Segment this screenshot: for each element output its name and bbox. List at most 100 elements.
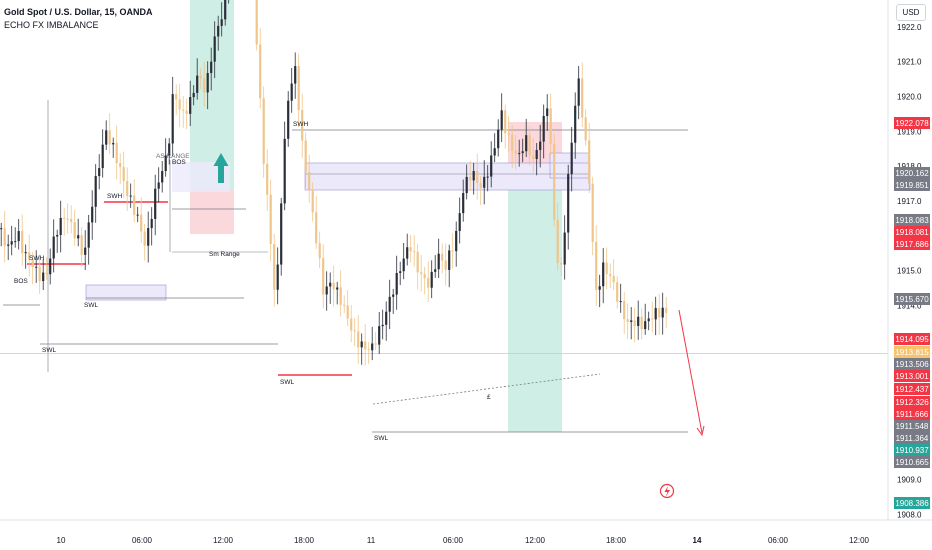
candle-body bbox=[283, 138, 286, 204]
candle-body bbox=[192, 92, 195, 98]
candle-body bbox=[0, 228, 3, 230]
bos-label: BOS bbox=[14, 278, 28, 285]
candle-body bbox=[133, 195, 136, 215]
candle-body bbox=[175, 94, 178, 100]
time-tick-label: 18:00 bbox=[606, 536, 627, 545]
candle-body bbox=[560, 263, 563, 265]
candle-body bbox=[546, 108, 549, 117]
price-badge-label: 1913.001 bbox=[895, 372, 929, 381]
range-label: Sm Range bbox=[209, 251, 240, 258]
candle-body bbox=[322, 258, 325, 295]
price-badge-label: 1922.078 bbox=[895, 119, 929, 128]
candle-body bbox=[409, 247, 412, 252]
candle-body bbox=[483, 176, 486, 188]
candle-body bbox=[157, 182, 160, 189]
price-badge-label: 1920.162 bbox=[895, 169, 929, 178]
time-axis[interactable]: 10 06:00 12:00 18:00 11 06:00 12:00 18:00 14 06:0… bbox=[57, 536, 870, 545]
candle-body bbox=[616, 282, 619, 302]
candle-body bbox=[364, 341, 367, 350]
price-badge-label: 1915.670 bbox=[895, 295, 929, 304]
price-badge-label: 1912.326 bbox=[895, 398, 929, 407]
candle-body bbox=[213, 36, 216, 62]
candle-body bbox=[329, 282, 332, 287]
time-tick-label: 12:00 bbox=[213, 536, 234, 545]
candle-body bbox=[581, 78, 584, 118]
candle-body bbox=[567, 174, 570, 233]
candle-body bbox=[203, 78, 206, 93]
price-badge-label: 1913.506 bbox=[895, 360, 929, 369]
candle-body bbox=[539, 141, 542, 151]
candle-body bbox=[70, 219, 73, 223]
price-badges: 1922.078 1920.162 1919.851 1918.083 1918.081… bbox=[894, 117, 930, 509]
candle-body bbox=[371, 343, 374, 351]
candle-body bbox=[493, 148, 496, 156]
candle-body bbox=[17, 231, 20, 242]
time-tick-label: 12:00 bbox=[849, 536, 870, 545]
candle-body bbox=[224, 0, 227, 20]
candle-body bbox=[45, 272, 48, 275]
swing-high-label: SWH bbox=[29, 255, 44, 262]
price-badge bbox=[894, 456, 930, 468]
candle-body bbox=[574, 105, 577, 143]
candle-body bbox=[3, 228, 6, 246]
price-badge bbox=[894, 293, 930, 305]
candle-body bbox=[455, 230, 458, 252]
candle-body bbox=[385, 311, 388, 325]
candle-body bbox=[598, 286, 601, 290]
currency-button[interactable]: USD bbox=[896, 4, 926, 21]
candle-body bbox=[591, 183, 594, 242]
candle-body bbox=[168, 143, 171, 156]
candle-body bbox=[525, 135, 528, 152]
candle-body bbox=[350, 318, 353, 331]
candle-body bbox=[84, 247, 87, 255]
candle-body bbox=[420, 272, 423, 274]
swing-low-label: SWL bbox=[42, 347, 56, 354]
candle-body bbox=[392, 294, 395, 297]
candle-body bbox=[105, 130, 108, 145]
candle-body bbox=[73, 222, 76, 239]
price-badge bbox=[894, 420, 930, 432]
candle-body bbox=[542, 116, 545, 142]
chart-levels bbox=[0, 100, 888, 437]
candle-body bbox=[402, 258, 405, 272]
candle-body bbox=[651, 318, 654, 320]
candle-body bbox=[164, 155, 167, 172]
candle-body bbox=[640, 316, 643, 330]
time-tick-label: 14 bbox=[693, 536, 702, 545]
candle-body bbox=[266, 163, 269, 195]
candle-body bbox=[497, 129, 500, 149]
candle-body bbox=[434, 269, 437, 272]
long-arrow-icon bbox=[213, 153, 229, 183]
candle-body bbox=[416, 252, 419, 273]
candle-body bbox=[49, 258, 52, 275]
candle-body bbox=[255, 0, 258, 45]
candle-body bbox=[605, 262, 608, 275]
time-tick-label: 06:00 bbox=[132, 536, 153, 545]
price-badge bbox=[894, 346, 930, 358]
candle-body bbox=[189, 97, 192, 114]
price-badge-label: 1917.686 bbox=[895, 240, 929, 249]
trend-line-label: £ bbox=[487, 394, 491, 401]
forecast-arrow-line bbox=[678, 309, 703, 434]
candle-body bbox=[413, 251, 416, 253]
candle-body bbox=[87, 222, 90, 248]
candle-body bbox=[126, 181, 129, 197]
candle-body bbox=[458, 213, 461, 231]
price-badge-label: 1908.386 bbox=[895, 499, 929, 508]
candle-body bbox=[570, 142, 573, 175]
candle-body bbox=[665, 307, 668, 313]
price-tick-label: 1918.0 bbox=[897, 162, 922, 171]
candle-body bbox=[318, 243, 321, 259]
candle-body bbox=[556, 219, 559, 264]
candle-body bbox=[406, 247, 409, 259]
candle-body bbox=[119, 163, 122, 168]
candle-body bbox=[129, 195, 132, 197]
price-badge bbox=[894, 408, 930, 420]
price-badge-label: 1910.665 bbox=[895, 458, 929, 467]
candle-body bbox=[59, 217, 62, 235]
candle-body bbox=[80, 235, 83, 255]
time-tick-label: 18:00 bbox=[294, 536, 315, 545]
candle-body bbox=[479, 183, 482, 188]
candle-body bbox=[430, 271, 433, 288]
